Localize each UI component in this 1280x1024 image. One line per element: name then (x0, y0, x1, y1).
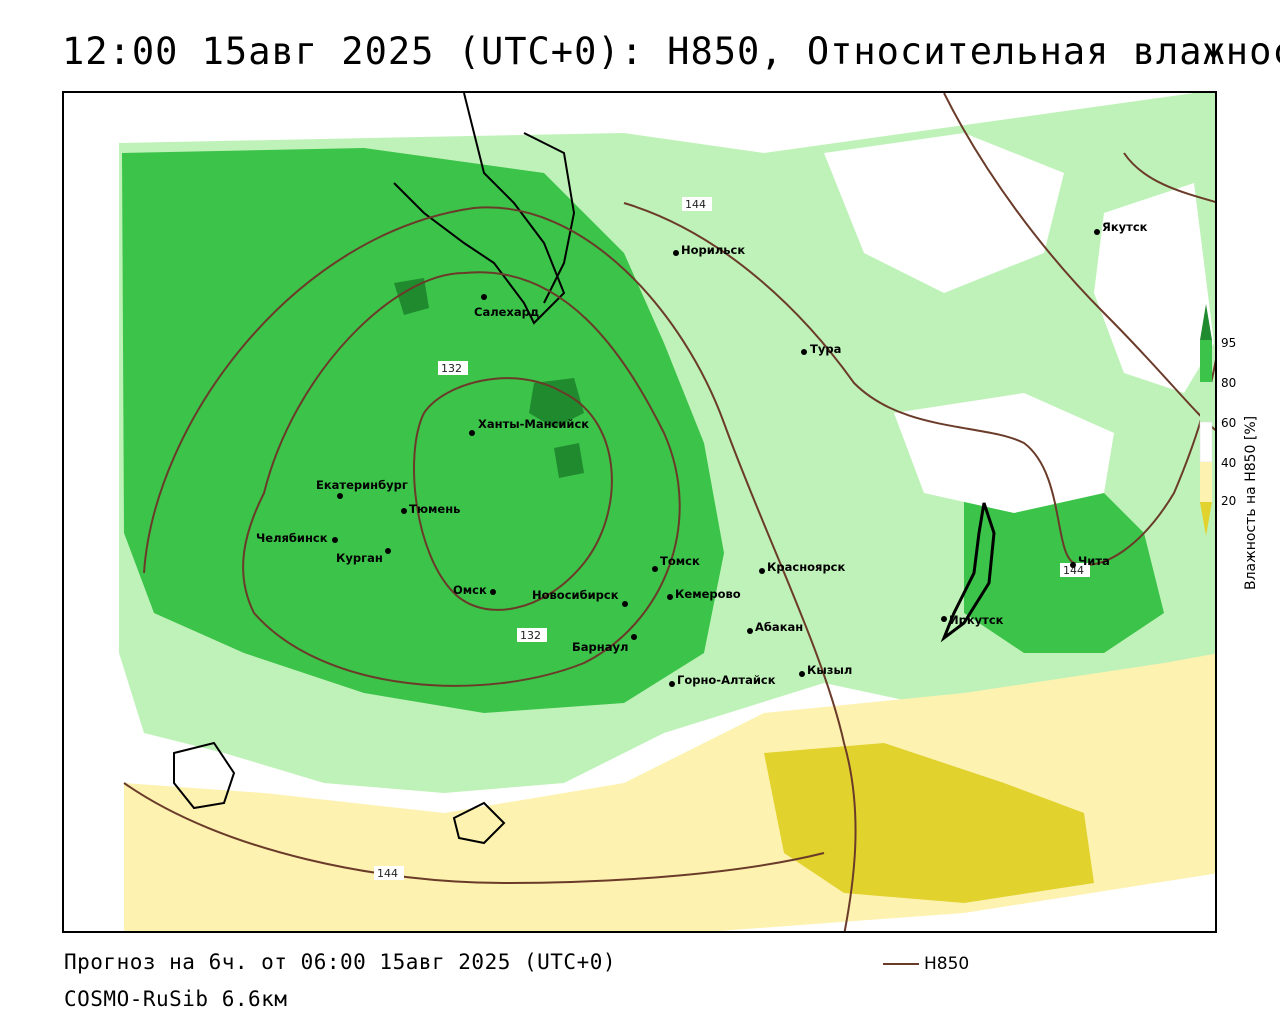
city-label-yekaterinburg: Екатеринбург (316, 478, 408, 492)
city-dot (652, 566, 658, 572)
colorbar-top-triangle (1200, 304, 1212, 340)
city-label-irkutsk: Иркутск (949, 613, 1004, 627)
city-label-salekhard: Салехард (474, 305, 539, 319)
city-dot (669, 681, 675, 687)
contour-label-bg (1060, 563, 1090, 577)
colorbar-tick-20: 20 (1221, 494, 1237, 508)
contour-legend-label: H850 (924, 954, 970, 974)
city-dot (1094, 229, 1100, 235)
contour-labels: 144 132 132 144 144 (374, 197, 1090, 880)
city-dot (332, 537, 338, 543)
contour-label-1: 144 (685, 198, 706, 211)
map-area[interactable]: 144 132 132 144 144 Якутск Норильск Сале… (62, 91, 1217, 933)
contour-label-3: 132 (520, 629, 541, 642)
coastline-north (393, 93, 566, 325)
city-label-omsk: Омск (453, 583, 487, 597)
contour-144-east (623, 202, 1215, 566)
contour-label-5: 144 (377, 867, 398, 880)
contour-label-2: 132 (441, 362, 462, 375)
humidity-95-region-1 (529, 378, 584, 428)
humidity-0-20-region (764, 743, 1094, 903)
coastline-caspian (173, 741, 236, 810)
city-label-novosibirsk: Новосибирск (532, 588, 619, 602)
humidity-80-95-region (122, 148, 724, 713)
contour-144-south (123, 782, 825, 885)
city-label-kyzyl: Кызыл (807, 663, 852, 677)
colorbar-svg (1199, 304, 1213, 536)
forecast-info: Прогноз на 6ч. от 06:00 15авг 2025 (UTC+… (64, 950, 617, 974)
city-label-abakan: Абакан (755, 620, 803, 634)
humidity-95-region-2 (394, 278, 429, 315)
city-dot (622, 601, 628, 607)
lake-baikal (940, 502, 996, 643)
city-dot (490, 589, 496, 595)
city-dot (759, 568, 765, 574)
city-dot (941, 616, 947, 622)
city-label-kurgan: Курган (336, 551, 383, 565)
map-svg: 144 132 132 144 144 Якутск Норильск Сале… (119, 93, 1215, 931)
humidity-fill-layer (119, 93, 1215, 931)
colorbar-tick-80: 80 (1221, 376, 1237, 390)
colorbar-band-60-80 (1200, 382, 1212, 422)
city-label-chita: Чита (1078, 554, 1110, 568)
colorbar-tick-60: 60 (1221, 416, 1237, 430)
humidity-40-60-region-3 (1094, 183, 1214, 393)
contour-label-bg (438, 361, 468, 375)
city-label-tyumen: Тюмень (409, 502, 460, 516)
city-label-norilsk: Норильск (681, 243, 745, 257)
contour-144-west (143, 206, 857, 931)
contour-138 (242, 271, 681, 687)
city-label-khanty-mansiysk: Ханты-Мансийск (478, 417, 589, 431)
city-label-kemerovo: Кемерово (675, 587, 741, 601)
city-label-tomsk: Томск (660, 554, 700, 568)
city-dot (801, 349, 807, 355)
contour-132-inner (413, 377, 613, 611)
contour-label-4: 144 (1063, 564, 1084, 577)
city-label-krasnoyarsk: Красноярск (767, 560, 845, 574)
city-label-chelyabinsk: Челябинск (256, 531, 328, 545)
city-dot (747, 628, 753, 634)
city-dot (673, 250, 679, 256)
city-dot (631, 634, 637, 640)
city-label-yakutsk: Якутск (1102, 220, 1148, 234)
contour-label-bg (374, 866, 404, 880)
humidity-40-60-region (824, 133, 1064, 293)
contour-label-bg (517, 628, 547, 642)
city-dot (469, 430, 475, 436)
humidity-40-60-region-2 (894, 393, 1114, 513)
colorbar-bottom-triangle (1200, 502, 1212, 536)
contour-legend-line (883, 963, 919, 965)
city-dot (385, 548, 391, 554)
humidity-95-region-3 (554, 443, 584, 478)
city-dot (667, 594, 673, 600)
contour-label-bg (682, 197, 712, 211)
chart-title: 12:00 15авг 2025 (UTC+0): H850, Относите… (62, 30, 1280, 73)
city-label-gorno-altaysk: Горно-Алтайск (677, 673, 776, 687)
city-dot (401, 508, 407, 514)
humidity-colorbar: 95 80 60 40 20 (1196, 300, 1266, 550)
city-label-tura: Тура (810, 342, 841, 356)
contour-150-northeast (943, 93, 1215, 431)
colorbar-tick-40: 40 (1221, 456, 1237, 470)
colorbar-band-40-60 (1199, 421, 1213, 463)
model-name: COSMO-RuSib 6.6км (64, 987, 288, 1011)
coastline-aral (452, 801, 506, 845)
coastline-yamal (523, 132, 576, 304)
city-dot (337, 493, 343, 499)
city-dot (481, 294, 487, 300)
city-dot (1070, 562, 1076, 568)
colorbar-tick-95: 95 (1221, 336, 1237, 350)
colorbar-band-80-95 (1200, 340, 1212, 382)
h850-contours (123, 93, 1215, 931)
colorbar-band-20-40 (1200, 462, 1212, 502)
city-label-barnaul: Барнаул (572, 640, 628, 654)
city-dot (799, 671, 805, 677)
colorbar-title: Влажность на H850 [%] (1243, 415, 1259, 590)
city-markers: Якутск Норильск Салехард Тура Ханты-Манс… (256, 220, 1148, 687)
contour-156-corner (1123, 152, 1215, 203)
